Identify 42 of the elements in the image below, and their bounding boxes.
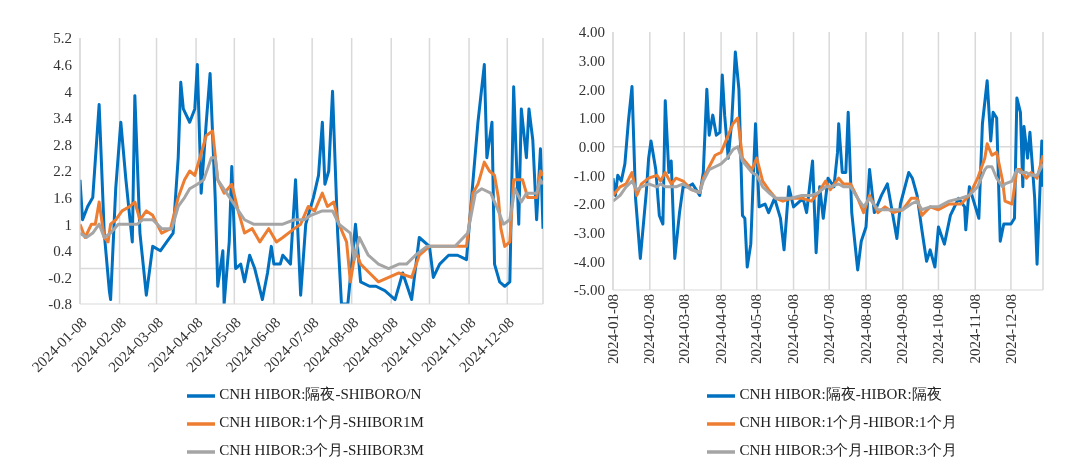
y-tick-label: -0.8 [48,296,72,313]
y-tick-label: -2.00 [573,196,605,213]
legend-label: CNH HIBOR:3个月-HIBOR:3个月 [739,442,957,459]
legend-label: CNH HIBOR:3个月-SHIBOR3M [219,442,424,459]
y-tick-label: -0.2 [48,269,72,286]
y-tick-label: 1.00 [578,110,605,127]
x-tick-label: 2024-05-08 [748,294,765,364]
x-tick-label: 2024-12-08 [1002,294,1019,364]
y-tick-label: 0.4 [53,243,73,260]
line-series [80,156,543,271]
x-tick-label: 2024-03-08 [675,294,692,364]
x-tick-label: 2024-10-08 [930,294,947,364]
line-series [613,50,1043,272]
x-tick-label: 2024-01-08 [604,294,621,364]
y-tick-label: 1.6 [53,189,73,206]
y-tick-label: 4.6 [53,56,73,73]
y-tick-label: 0.00 [578,138,605,155]
legend-label: CNH HIBOR:隔夜-SHIBORO/N [219,386,422,403]
x-tick-label: 2024-08-08 [857,294,874,364]
y-tick-label: -5.00 [573,282,605,299]
y-tick-label: 2.00 [578,81,605,98]
y-tick-label: 2.2 [53,163,72,180]
y-tick-label: 1 [64,216,72,233]
x-tick-label: 2024-07-08 [820,294,837,364]
y-tick-label: 4 [64,83,73,100]
x-tick-label: 2024-11-08 [966,294,983,364]
legend-label: CNH HIBOR:1个月-HIBOR:1个月 [739,414,957,431]
y-tick-label: 3.4 [53,110,73,127]
x-tick-label: 2024-04-08 [712,294,729,364]
line-series [613,145,1043,212]
x-tick-label: 2024-02-08 [641,294,658,364]
legend-label: CNH HIBOR:隔夜-HIBOR:隔夜 [739,386,942,403]
y-tick-label: 2.8 [53,136,72,153]
legend-label: CNH HIBOR:1个月-SHIBOR1M [219,414,424,431]
y-tick-label: 5.2 [53,30,72,47]
x-tick-label: 2024-09-08 [894,294,911,364]
y-tick-label: 3.00 [578,52,605,69]
y-tick-label: -1.00 [573,167,605,184]
y-tick-label: -3.00 [573,224,605,241]
x-tick-label: 2024-06-08 [785,294,802,364]
y-tick-label: 4.00 [578,24,605,41]
y-tick-label: -4.00 [573,253,605,270]
